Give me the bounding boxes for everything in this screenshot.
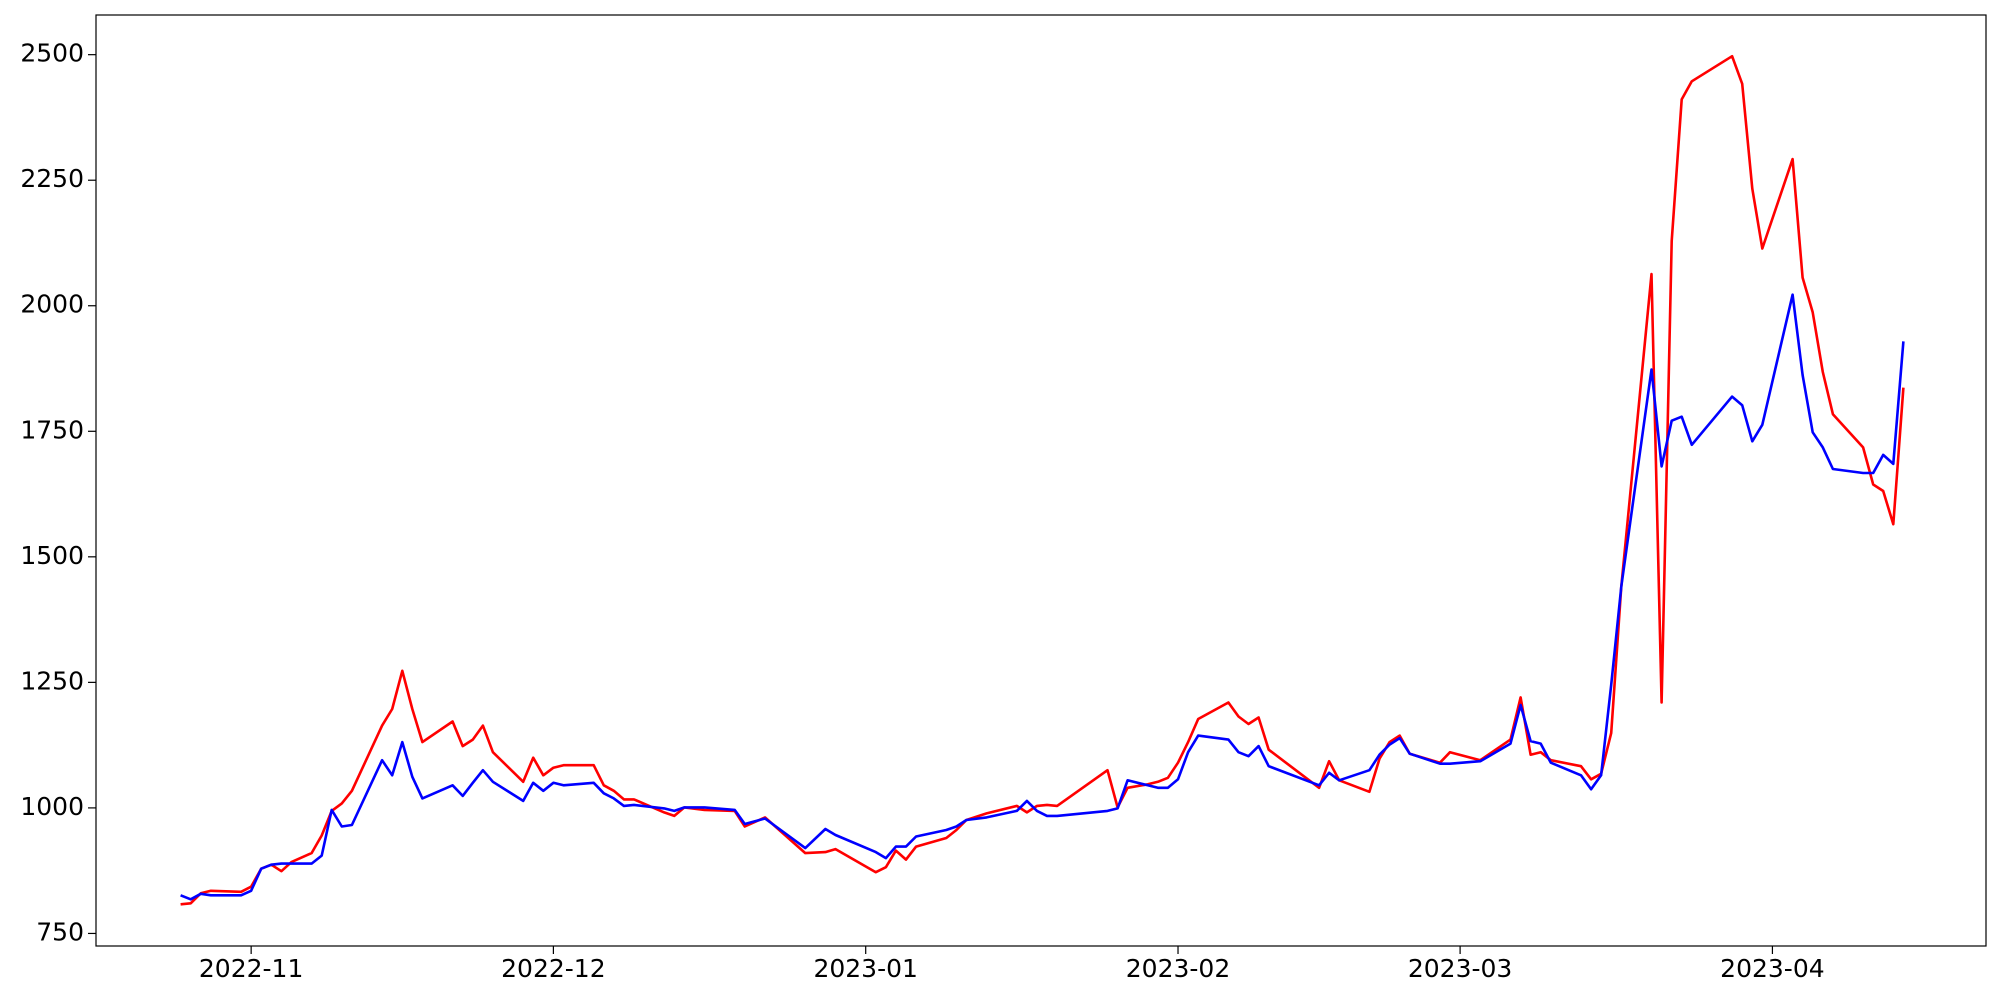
y-tick-label: 750 [36,917,84,946]
y-tick-label: 1500 [20,541,84,570]
x-tick-label: 2022-12 [501,954,605,983]
x-tick-label: 2023-01 [813,954,917,983]
y-tick-label: 1750 [20,415,84,444]
plot-frame [95,14,1987,947]
x-tick-label: 2023-02 [1126,954,1230,983]
x-tick-label: 2023-04 [1720,954,1824,983]
y-tick-label: 2250 [20,164,84,193]
y-tick-label: 1250 [20,666,84,695]
y-tick-label: 2000 [20,290,84,319]
line-series [180,54,1905,906]
x-tick-label: 2022-11 [199,954,303,983]
line-series [180,293,1905,901]
x-tick-label: 2023-03 [1408,954,1512,983]
y-tick-label: 2500 [20,39,84,68]
y-tick-label: 1000 [20,792,84,821]
